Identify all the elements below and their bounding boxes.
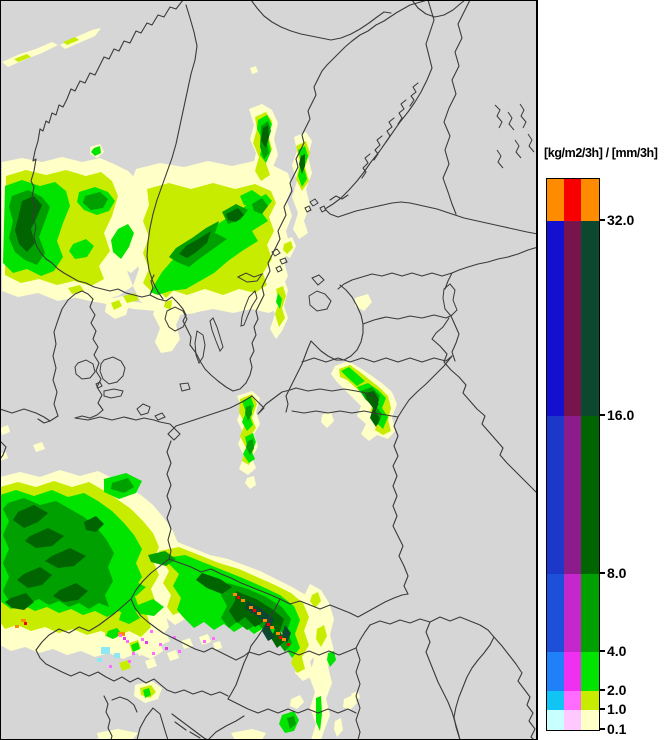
legend-tick-mark: [599, 572, 605, 574]
legend-color-cell: [547, 710, 564, 730]
legend-color-cell: [564, 179, 581, 221]
coastlines: [0, 0, 538, 460]
lakes-and-islands: [74, 103, 535, 421]
legend-row: [547, 710, 599, 730]
legend-color-cell: [564, 710, 581, 730]
legend-color-cell: [581, 710, 599, 730]
legend-tick-mark: [599, 728, 605, 730]
legend-colorbar: [546, 178, 600, 731]
legend-row: [547, 416, 599, 574]
legend-tick-mark: [599, 414, 605, 416]
legend-tick-label: 4.0: [607, 643, 627, 659]
legend-row: [547, 691, 599, 710]
legend-color-cell: [581, 652, 599, 691]
legend-color-cell: [564, 574, 581, 652]
legend-tick-mark: [599, 708, 605, 710]
legend-color-cell: [547, 416, 564, 574]
legend-tick-mark: [599, 219, 605, 221]
country-borders: [35, 0, 538, 740]
legend-color-cell: [581, 221, 599, 416]
legend-row: [547, 652, 599, 691]
legend-color-cell: [581, 416, 599, 574]
legend-color-cell: [564, 652, 581, 691]
legend-row: [547, 574, 599, 652]
legend-color-cell: [581, 179, 599, 221]
precipitation-map: [0, 0, 538, 740]
legend-color-cell: [547, 574, 564, 652]
legend-color-cell: [564, 221, 581, 416]
legend-color-cell: [547, 691, 564, 710]
legend-row: [547, 179, 599, 221]
sleet-specks: [97, 630, 215, 668]
legend-color-cell: [547, 652, 564, 691]
legend-title: [kg/m2/3h] / [mm/3h]: [544, 146, 658, 160]
legend-color-cell: [547, 221, 564, 416]
legend-color-cell: [564, 691, 581, 710]
legend-color-cell: [581, 691, 599, 710]
map-canvas: [0, 0, 538, 740]
legend-tick-label: 2.0: [607, 682, 627, 698]
legend-color-cell: [581, 574, 599, 652]
precip-intense-layer: [245, 601, 291, 643]
legend-color-cell: [547, 179, 564, 221]
legend-tick-label: 0.1: [607, 721, 627, 737]
legend-tick-label: 32.0: [607, 212, 635, 228]
legend-color-cell: [564, 416, 581, 574]
legend-tick-label: 1.0: [607, 701, 627, 717]
legend-tick-mark: [599, 650, 605, 652]
legend-tick-label: 16.0: [607, 407, 635, 423]
legend-tick-mark: [599, 689, 605, 691]
legend-tick-label: 8.0: [607, 565, 627, 581]
legend-row: [547, 221, 599, 416]
